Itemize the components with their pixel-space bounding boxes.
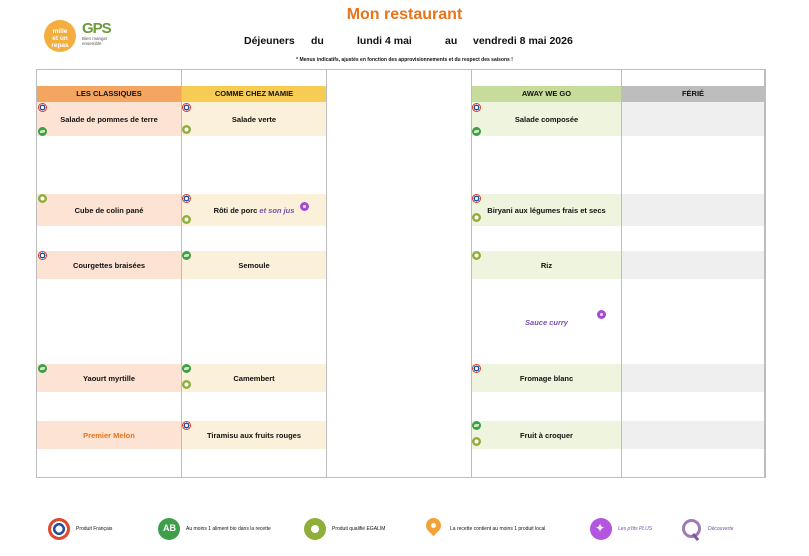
menu-item: Tiramisu aux fruits rouges: [182, 421, 326, 449]
egalim-icon: [182, 215, 191, 224]
du-label: du: [311, 35, 324, 47]
menu-item: Biryani aux légumes frais et secs: [472, 194, 621, 226]
holiday-cell: [622, 364, 764, 392]
column-les-classiques: LES CLASSIQUES Salade de pommes de terre…: [37, 70, 182, 477]
column-header: COMME CHEZ MAMIE: [182, 86, 326, 102]
organic-icon: [182, 364, 191, 373]
start-date: lundi 4 mai: [357, 35, 412, 47]
menu-item: Salade composée: [472, 102, 621, 136]
menu-item: Fruit à croquer: [472, 421, 621, 449]
au-label: au: [445, 35, 458, 47]
organic-icon: [158, 518, 180, 540]
ptits-plus-icon: [590, 518, 612, 540]
egalim-icon: [472, 213, 481, 222]
menu-item: Riz: [472, 251, 621, 279]
french-product-icon: [472, 194, 481, 203]
french-product-icon: [182, 421, 191, 430]
menu-note: * Menus indicatifs, ajustés en fonction …: [296, 57, 513, 63]
egalim-icon: [182, 380, 191, 389]
organic-icon: [38, 364, 47, 373]
organic-icon: [472, 421, 481, 430]
column-header: FÉRIÉ: [622, 86, 764, 102]
ptits-plus-icon: [597, 310, 606, 319]
column-header: AWAY WE GO: [472, 86, 621, 102]
menu-item: Courgettes braisées: [37, 251, 181, 279]
page-title: Mon restaurant: [346, 6, 463, 23]
egalim-icon: [472, 251, 481, 260]
legend-item: Produit qualifié EGALIM: [304, 518, 385, 540]
mille-et-un-repas-logo: mille et un repas: [44, 20, 76, 52]
french-product-icon: [38, 251, 47, 260]
menu-item: Premier Melon: [37, 421, 181, 449]
column-header: [327, 86, 471, 102]
column-comme-chez-mamie: COMME CHEZ MAMIE Salade verte Rôti de po…: [182, 70, 327, 477]
menu-item: Cube de colin pané: [37, 194, 181, 226]
egalim-icon: [304, 518, 326, 540]
column-away-we-go: AWAY WE GO Salade composée Biryani aux l…: [472, 70, 622, 477]
french-product-icon: [472, 364, 481, 373]
legend-item: Les p'tits PLUS: [590, 518, 652, 540]
local-product-icon: [422, 518, 444, 540]
organic-icon: [182, 251, 191, 260]
ptits-plus-icon: [300, 202, 309, 211]
holiday-cell: [622, 421, 764, 449]
menu-item: Salade de pommes de terre: [37, 102, 181, 136]
egalim-icon: [472, 437, 481, 446]
french-product-icon: [48, 518, 70, 540]
french-product-icon: [472, 103, 481, 112]
holiday-cell: [622, 194, 764, 226]
holiday-cell: [622, 251, 764, 279]
legend-item: La recette contient au moins 1 produit l…: [422, 518, 545, 540]
discovery-icon: [680, 518, 702, 540]
holiday-cell: [622, 102, 764, 136]
menu-item-extra: et son jus: [259, 205, 295, 215]
menu-item: Semoule: [182, 251, 326, 279]
legend: Produit Français Au moins 1 aliment bio …: [0, 518, 809, 548]
egalim-icon: [38, 194, 47, 203]
menu-item: Camembert: [182, 364, 326, 392]
organic-icon: [38, 127, 47, 136]
menu-item: Yaourt myrtille: [37, 364, 181, 392]
legend-item: Au moins 1 aliment bio dans la recette: [158, 518, 271, 540]
menu-item: Salade verte: [182, 102, 326, 136]
french-product-icon: [182, 103, 191, 112]
french-product-icon: [38, 103, 47, 112]
legend-item: Découverte: [680, 518, 734, 540]
gps-logo: GPS Bien manger ensemble: [82, 20, 112, 46]
meal-label: Déjeuners: [244, 35, 295, 47]
column-header: LES CLASSIQUES: [37, 86, 181, 102]
legend-item: Produit Français: [48, 518, 112, 540]
organic-icon: [472, 127, 481, 136]
end-date: vendredi 8 mai 2026: [473, 35, 573, 47]
french-product-icon: [182, 194, 191, 203]
egalim-icon: [182, 125, 191, 134]
menu-item: Fromage blanc: [472, 364, 621, 392]
column-ferie: FÉRIÉ: [622, 70, 765, 477]
menu-grid: LES CLASSIQUES Salade de pommes de terre…: [36, 69, 766, 478]
menu-item-sauce: Sauce curry: [525, 317, 568, 327]
column-empty: [327, 70, 472, 477]
